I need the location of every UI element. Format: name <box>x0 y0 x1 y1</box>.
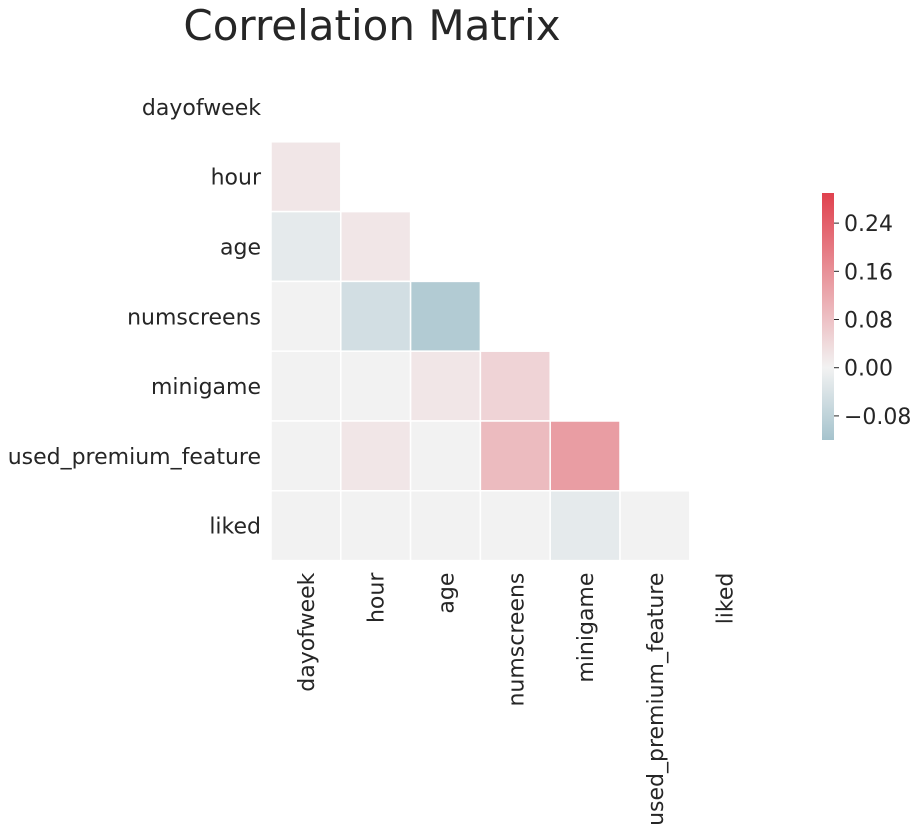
heatmap-cell <box>270 490 342 562</box>
heatmap-cell <box>270 420 342 492</box>
colorbar-tick-label: 0.00 <box>844 357 893 382</box>
heatmap-cell <box>340 280 412 352</box>
heatmap-cell <box>479 350 551 422</box>
x-axis-tick-labels: dayofweek hour age numscreens minigame used_p… <box>295 572 739 826</box>
x-tick-label: liked <box>714 573 739 625</box>
y-axis-tick-labels: dayofweek hour age numscreens minigame used_p… <box>8 96 262 540</box>
y-tick-label: used_premium_feature <box>8 445 261 470</box>
y-tick-label: hour <box>211 166 262 191</box>
heatmap-cells <box>270 141 691 562</box>
heatmap-cell <box>340 490 412 562</box>
y-tick-label: dayofweek <box>142 96 261 121</box>
x-tick-label: age <box>435 573 460 614</box>
heatmap-cell <box>340 420 412 492</box>
x-tick-label: numscreens <box>504 573 529 707</box>
colorbar-gradient <box>822 193 834 440</box>
heatmap-cell <box>340 350 412 422</box>
heatmap-cell <box>409 350 482 422</box>
x-tick-label: dayofweek <box>295 572 320 691</box>
heatmap-cell <box>409 490 482 562</box>
heatmap-cell <box>549 490 621 562</box>
x-tick-label: minigame <box>574 573 599 683</box>
x-tick-label: used_premium_feature <box>644 573 669 826</box>
colorbar-tick-label: 0.16 <box>844 260 893 285</box>
heatmap-cell <box>409 280 482 352</box>
y-tick-label: age <box>220 236 261 261</box>
heatmap-cell <box>340 210 412 283</box>
heatmap-cell <box>270 350 342 422</box>
heatmap-cell <box>270 210 342 283</box>
colorbar-tick-label: 0.08 <box>844 309 893 334</box>
x-tick-label: hour <box>365 572 390 623</box>
colorbar: 0.24 0.16 0.08 0.00 −0.08 <box>822 193 911 440</box>
heatmap-cell <box>619 490 691 562</box>
chart-title: Correlation Matrix <box>183 1 560 50</box>
heatmap-cell <box>409 420 482 492</box>
y-tick-label: numscreens <box>127 305 261 330</box>
y-tick-label: liked <box>209 515 261 540</box>
y-tick-label: minigame <box>151 375 261 400</box>
colorbar-tick-label: −0.08 <box>844 405 911 430</box>
colorbar-ticks: 0.24 0.16 0.08 0.00 −0.08 <box>834 212 911 430</box>
colorbar-tick-label: 0.24 <box>844 212 893 237</box>
heatmap-cell <box>549 420 621 492</box>
heatmap-cell <box>479 490 551 562</box>
heatmap-cell <box>270 141 342 213</box>
heatmap-cell <box>270 280 342 352</box>
heatmap-cell <box>479 420 551 492</box>
